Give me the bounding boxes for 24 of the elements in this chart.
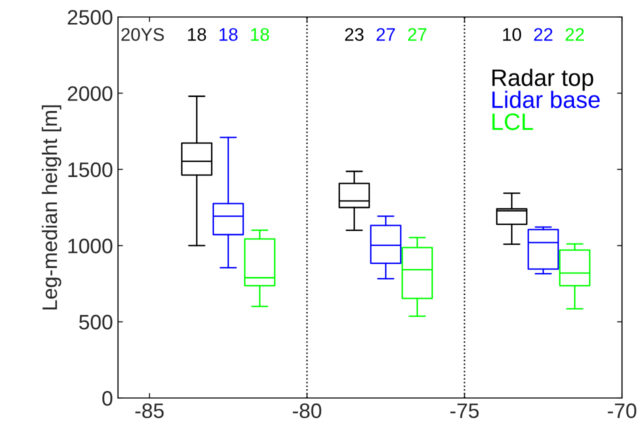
y-tick-label: 500 xyxy=(79,314,112,330)
text: 10 xyxy=(503,28,522,41)
text: 22 xyxy=(566,28,584,41)
text: 27 xyxy=(376,28,395,41)
text: LCL xyxy=(492,113,534,130)
text: 18 xyxy=(220,28,238,41)
y-axis-title: Leg-median height [m] xyxy=(42,105,62,310)
text: 18 xyxy=(188,28,206,41)
x-tick-label: -70 xyxy=(608,403,636,418)
y-tick-label: 2500 xyxy=(68,10,112,25)
text: Lidar base xyxy=(492,90,600,108)
y-tick-label: 1500 xyxy=(68,162,112,178)
annotation: 20YS xyxy=(121,28,164,41)
text: 23 xyxy=(345,28,364,41)
y-tick-label: 1000 xyxy=(68,238,112,254)
x-tick-label: -75 xyxy=(450,404,479,418)
text: Radar top xyxy=(492,68,594,91)
text: 27 xyxy=(408,28,426,41)
x-tick-label: -80 xyxy=(292,403,322,418)
y-tick-label: 0 xyxy=(102,391,112,406)
y-tick-label: 2000 xyxy=(68,86,112,101)
text: 18 xyxy=(251,28,270,41)
x-tick-label: -85 xyxy=(135,403,164,418)
text: 22 xyxy=(534,28,552,41)
